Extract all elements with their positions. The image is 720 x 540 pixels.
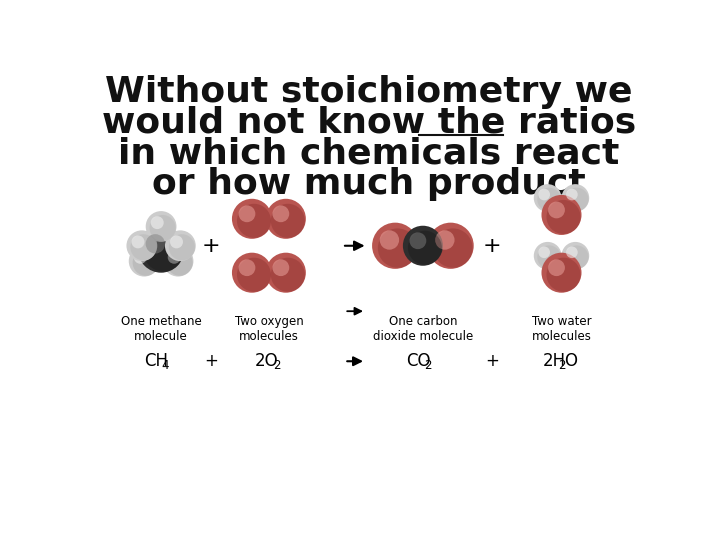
Circle shape [163,246,194,276]
Circle shape [378,228,417,268]
Text: +: + [483,236,502,256]
Circle shape [541,195,582,235]
Circle shape [562,184,589,212]
Circle shape [144,232,183,272]
Circle shape [548,259,565,276]
Text: Two water
molecules: Two water molecules [531,315,591,343]
Circle shape [546,258,580,292]
Text: CO: CO [406,352,431,370]
Circle shape [238,205,256,222]
Text: One methane
molecule: One methane molecule [121,315,202,343]
Circle shape [132,235,145,248]
Circle shape [266,253,306,293]
Circle shape [237,258,271,292]
Text: 2: 2 [425,359,432,372]
Text: would not know the ratios: would not know the ratios [102,105,636,139]
Circle shape [539,246,550,258]
Circle shape [166,249,193,276]
Circle shape [410,232,426,249]
Text: +: + [204,352,218,370]
Text: 2H: 2H [542,352,565,370]
Circle shape [565,187,588,211]
Circle shape [266,199,306,239]
Text: Without stoichiometry we: Without stoichiometry we [105,75,633,109]
Circle shape [433,228,472,268]
Circle shape [546,200,580,234]
Circle shape [428,222,474,269]
Circle shape [237,204,271,238]
Circle shape [145,234,165,253]
Text: CH: CH [144,352,168,370]
Text: One carbon
dioxide molecule: One carbon dioxide molecule [373,315,473,343]
Text: 2: 2 [273,359,280,372]
Circle shape [565,245,588,269]
Circle shape [272,259,289,276]
Circle shape [238,259,256,276]
Circle shape [170,235,183,248]
Circle shape [232,199,272,239]
Circle shape [534,242,562,269]
Circle shape [127,231,157,261]
Circle shape [165,231,196,261]
Circle shape [435,230,454,249]
Circle shape [562,242,589,269]
Text: 4: 4 [162,359,169,372]
Circle shape [134,251,147,264]
Circle shape [541,253,582,293]
Circle shape [130,234,156,260]
Text: 2O: 2O [255,352,279,370]
Circle shape [138,226,184,273]
Circle shape [403,226,443,266]
Circle shape [379,230,399,249]
Circle shape [168,234,195,260]
Circle shape [537,187,561,211]
Circle shape [145,211,176,242]
Circle shape [232,253,272,293]
Circle shape [271,258,305,292]
Text: +: + [485,352,499,370]
Circle shape [372,222,418,269]
Text: O: O [564,352,577,370]
Circle shape [129,246,160,276]
Text: or how much product: or how much product [152,167,586,201]
Circle shape [566,246,577,258]
Text: in which chemicals react: in which chemicals react [118,137,620,170]
Circle shape [150,215,176,241]
Text: +: + [202,236,220,256]
Circle shape [271,204,305,238]
Circle shape [272,205,289,222]
Circle shape [168,251,181,264]
Circle shape [534,184,562,212]
Circle shape [150,216,163,229]
Text: Two oxygen
molecules: Two oxygen molecules [235,315,303,343]
Text: 2: 2 [559,359,566,372]
Circle shape [566,188,577,200]
Circle shape [537,245,561,269]
Circle shape [548,201,565,218]
Circle shape [539,188,550,200]
Circle shape [132,249,159,276]
Circle shape [408,231,442,265]
